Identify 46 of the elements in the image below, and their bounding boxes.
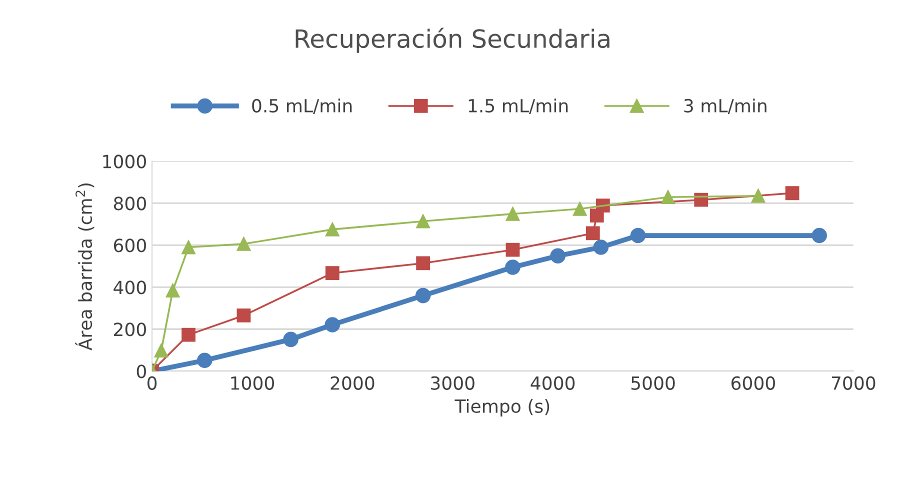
x-tick-label: 1000 xyxy=(231,376,274,390)
point xyxy=(661,190,675,204)
legend-label: 3 mL/min xyxy=(684,98,766,114)
point xyxy=(324,317,340,332)
x-tick-label: 6000 xyxy=(732,376,775,390)
point xyxy=(751,188,766,203)
point xyxy=(182,240,196,254)
point xyxy=(325,222,340,236)
point xyxy=(593,240,609,255)
point xyxy=(785,186,800,200)
point xyxy=(154,344,168,358)
point xyxy=(550,248,566,264)
y-tick-label: 0 xyxy=(136,364,146,378)
point xyxy=(182,328,196,342)
y-tick-label: 1000 xyxy=(103,154,146,168)
y-tick-label: 400 xyxy=(114,280,146,294)
legend-label: 0.5 mL/min xyxy=(252,98,352,114)
x-tick-label: 3000 xyxy=(431,376,474,390)
y-axis-title: Área barrida (cm$^{2}$) xyxy=(75,183,94,350)
point xyxy=(416,256,430,270)
x-tick-label: 2000 xyxy=(330,376,374,390)
point xyxy=(236,308,251,322)
point xyxy=(506,206,520,221)
point xyxy=(166,284,180,298)
x-tick-label: 7000 xyxy=(832,376,876,390)
y-tick-label: 200 xyxy=(114,322,146,336)
legend-label: 1.5 mL/min xyxy=(468,98,568,114)
point xyxy=(505,260,520,275)
point xyxy=(572,202,587,216)
point xyxy=(197,352,212,368)
point xyxy=(236,236,251,251)
x-axis-title: Tiempo (s) xyxy=(454,398,550,416)
y-tick-label: 600 xyxy=(114,238,146,252)
x-tick-label: 5000 xyxy=(631,376,675,390)
point xyxy=(415,288,431,304)
chart-title: Recuperación Secundaria xyxy=(296,28,610,53)
point xyxy=(283,332,298,348)
point xyxy=(586,226,600,240)
x-tick-label: 4000 xyxy=(530,376,575,390)
point xyxy=(812,228,827,244)
point xyxy=(325,266,340,280)
point xyxy=(416,214,430,228)
point xyxy=(506,242,520,257)
x-tick-label: 0 xyxy=(147,376,157,390)
y-tick-label: 800 xyxy=(114,196,146,210)
point xyxy=(630,228,646,244)
